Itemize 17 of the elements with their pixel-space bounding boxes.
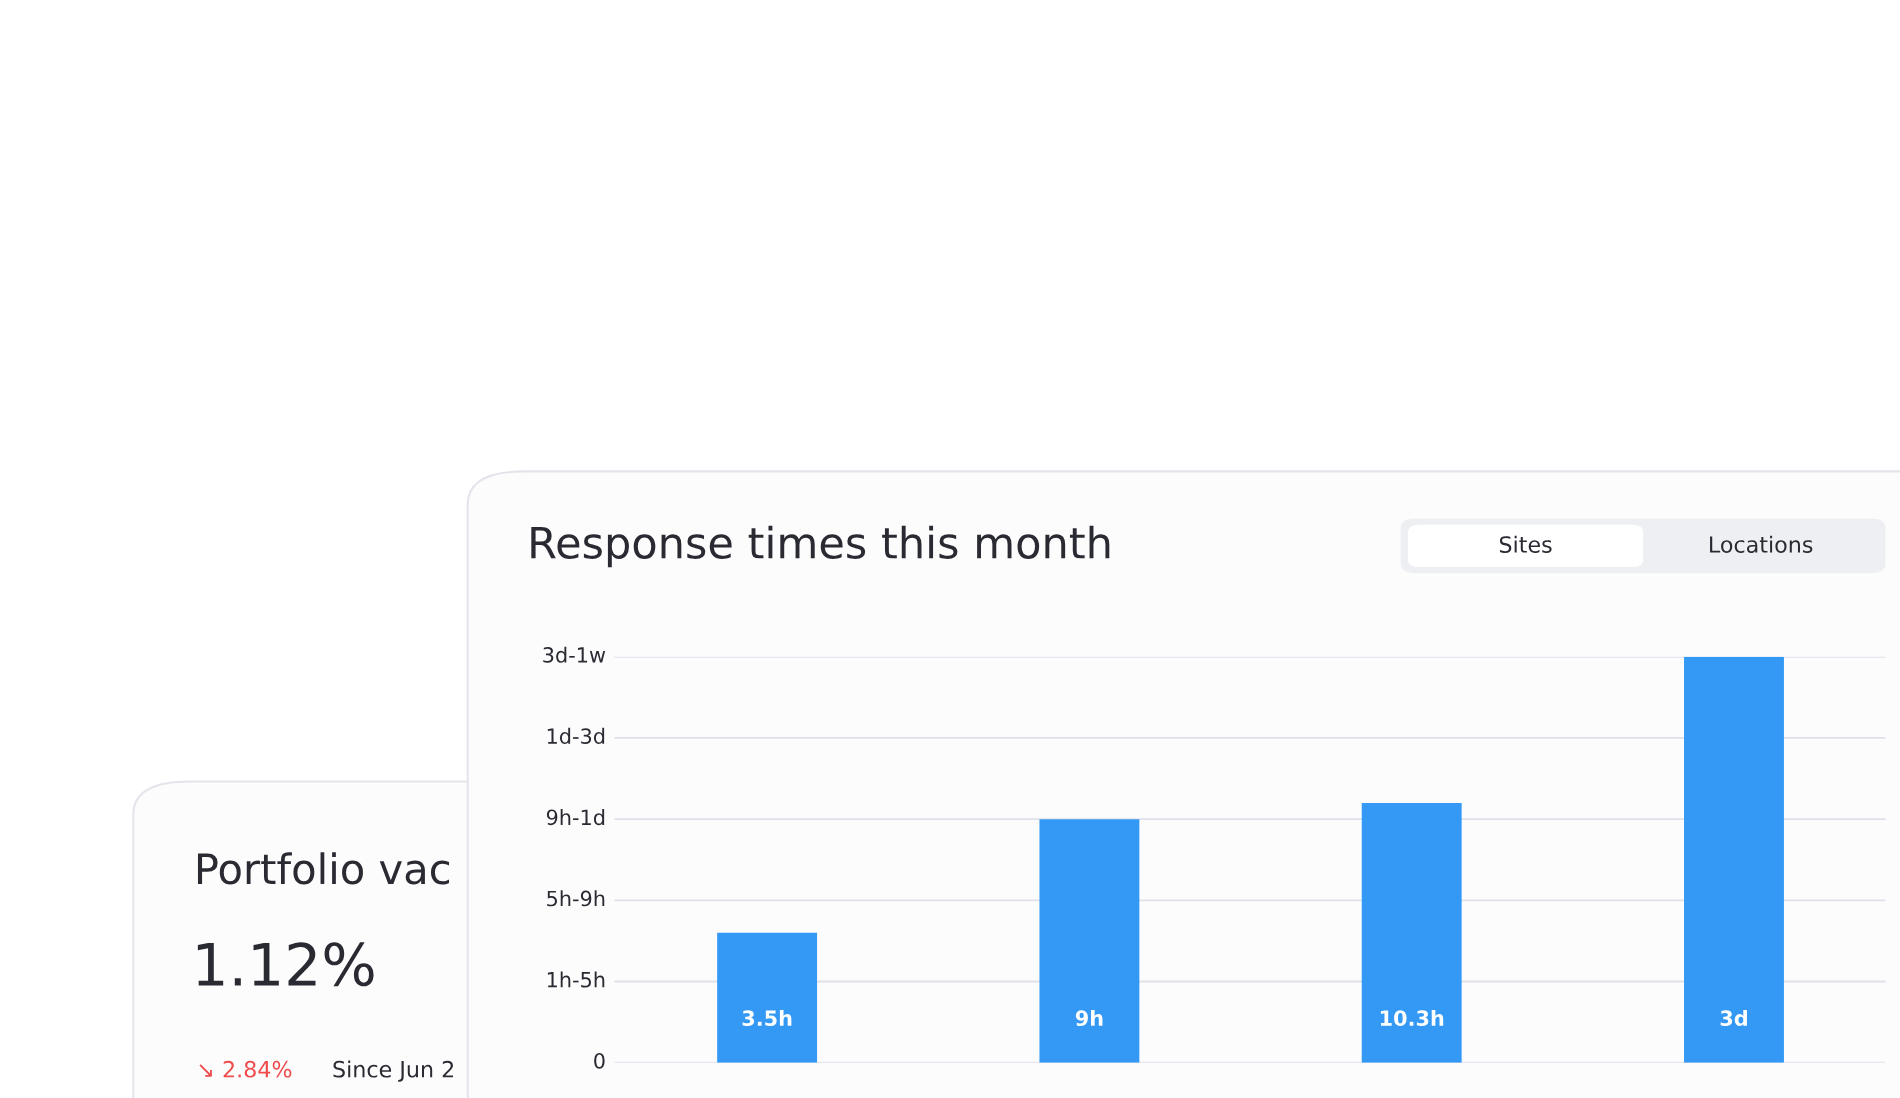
ref-line-label: 1d-3d [547, 727, 605, 744]
text: Sites [1499, 535, 1552, 553]
x-tick-label: 3d [1720, 1009, 1747, 1027]
text: Since Jun 2 [333, 1060, 454, 1082]
text: 1.12% [197, 942, 374, 987]
ref-line-label: 0 [594, 1052, 605, 1069]
ref-line-label: 1h-5h [547, 971, 605, 988]
x-tick-label: 3.5h [742, 1009, 792, 1027]
text: Locations [1710, 535, 1813, 553]
chart-title: Response times this month [531, 525, 1110, 568]
ref-line-label: 5h-9h [547, 890, 605, 907]
text: Portfolio vac [197, 852, 450, 885]
x-tick-label: 9h [1075, 1009, 1103, 1027]
text: ↘ 2.84% [199, 1060, 292, 1078]
ref-line-label: 3d-1w [543, 646, 606, 663]
ref-line-label: 9h-1d [546, 809, 605, 826]
x-tick-label: 10.3h [1380, 1009, 1444, 1027]
